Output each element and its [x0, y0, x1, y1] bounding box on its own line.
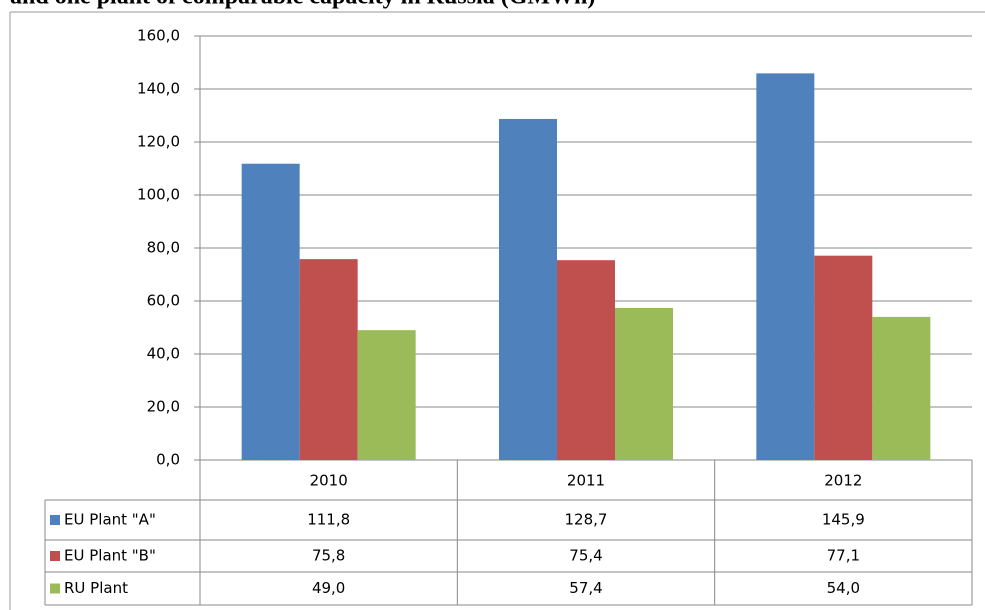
table-value: 128,7 — [565, 511, 608, 529]
y-tick-label: 140,0 — [137, 80, 180, 98]
bar — [357, 330, 416, 460]
legend-label: RU Plant — [64, 579, 128, 597]
bar — [615, 307, 673, 460]
legend-swatch — [50, 551, 60, 561]
table-value: 111,8 — [307, 511, 350, 529]
table-value: 77,1 — [827, 547, 860, 565]
legend-label: EU Plant "A" — [64, 511, 156, 529]
bar — [299, 259, 358, 460]
x-tick-label: 2010 — [310, 472, 348, 490]
y-tick-label: 0,0 — [156, 451, 180, 469]
x-tick-label: 2011 — [567, 472, 605, 490]
table-value: 49,0 — [312, 579, 345, 597]
y-tick-label: 40,0 — [147, 345, 180, 363]
bar — [241, 163, 300, 461]
table-value: 57,4 — [569, 579, 602, 597]
legend-swatch — [50, 515, 60, 525]
legend-label: EU Plant "B" — [64, 547, 156, 565]
y-tick-label: 120,0 — [137, 133, 180, 151]
y-tick-label: 100,0 — [137, 186, 180, 204]
y-tick-label: 160,0 — [137, 27, 180, 45]
table-value: 54,0 — [827, 579, 860, 597]
bar — [814, 255, 873, 460]
bar — [557, 260, 615, 460]
table-value: 145,9 — [822, 511, 865, 529]
bar — [872, 316, 931, 460]
x-tick-label: 2012 — [824, 472, 862, 490]
y-tick-label: 20,0 — [147, 398, 180, 416]
y-tick-label: 80,0 — [147, 239, 180, 257]
bar — [499, 118, 557, 460]
y-tick-label: 60,0 — [147, 292, 180, 310]
legend-swatch — [50, 583, 60, 594]
bar — [756, 73, 815, 461]
table-value: 75,8 — [312, 547, 345, 565]
table-value: 75,4 — [569, 547, 602, 565]
chart-title: and one plant of comparable capacity in … — [10, 0, 595, 10]
